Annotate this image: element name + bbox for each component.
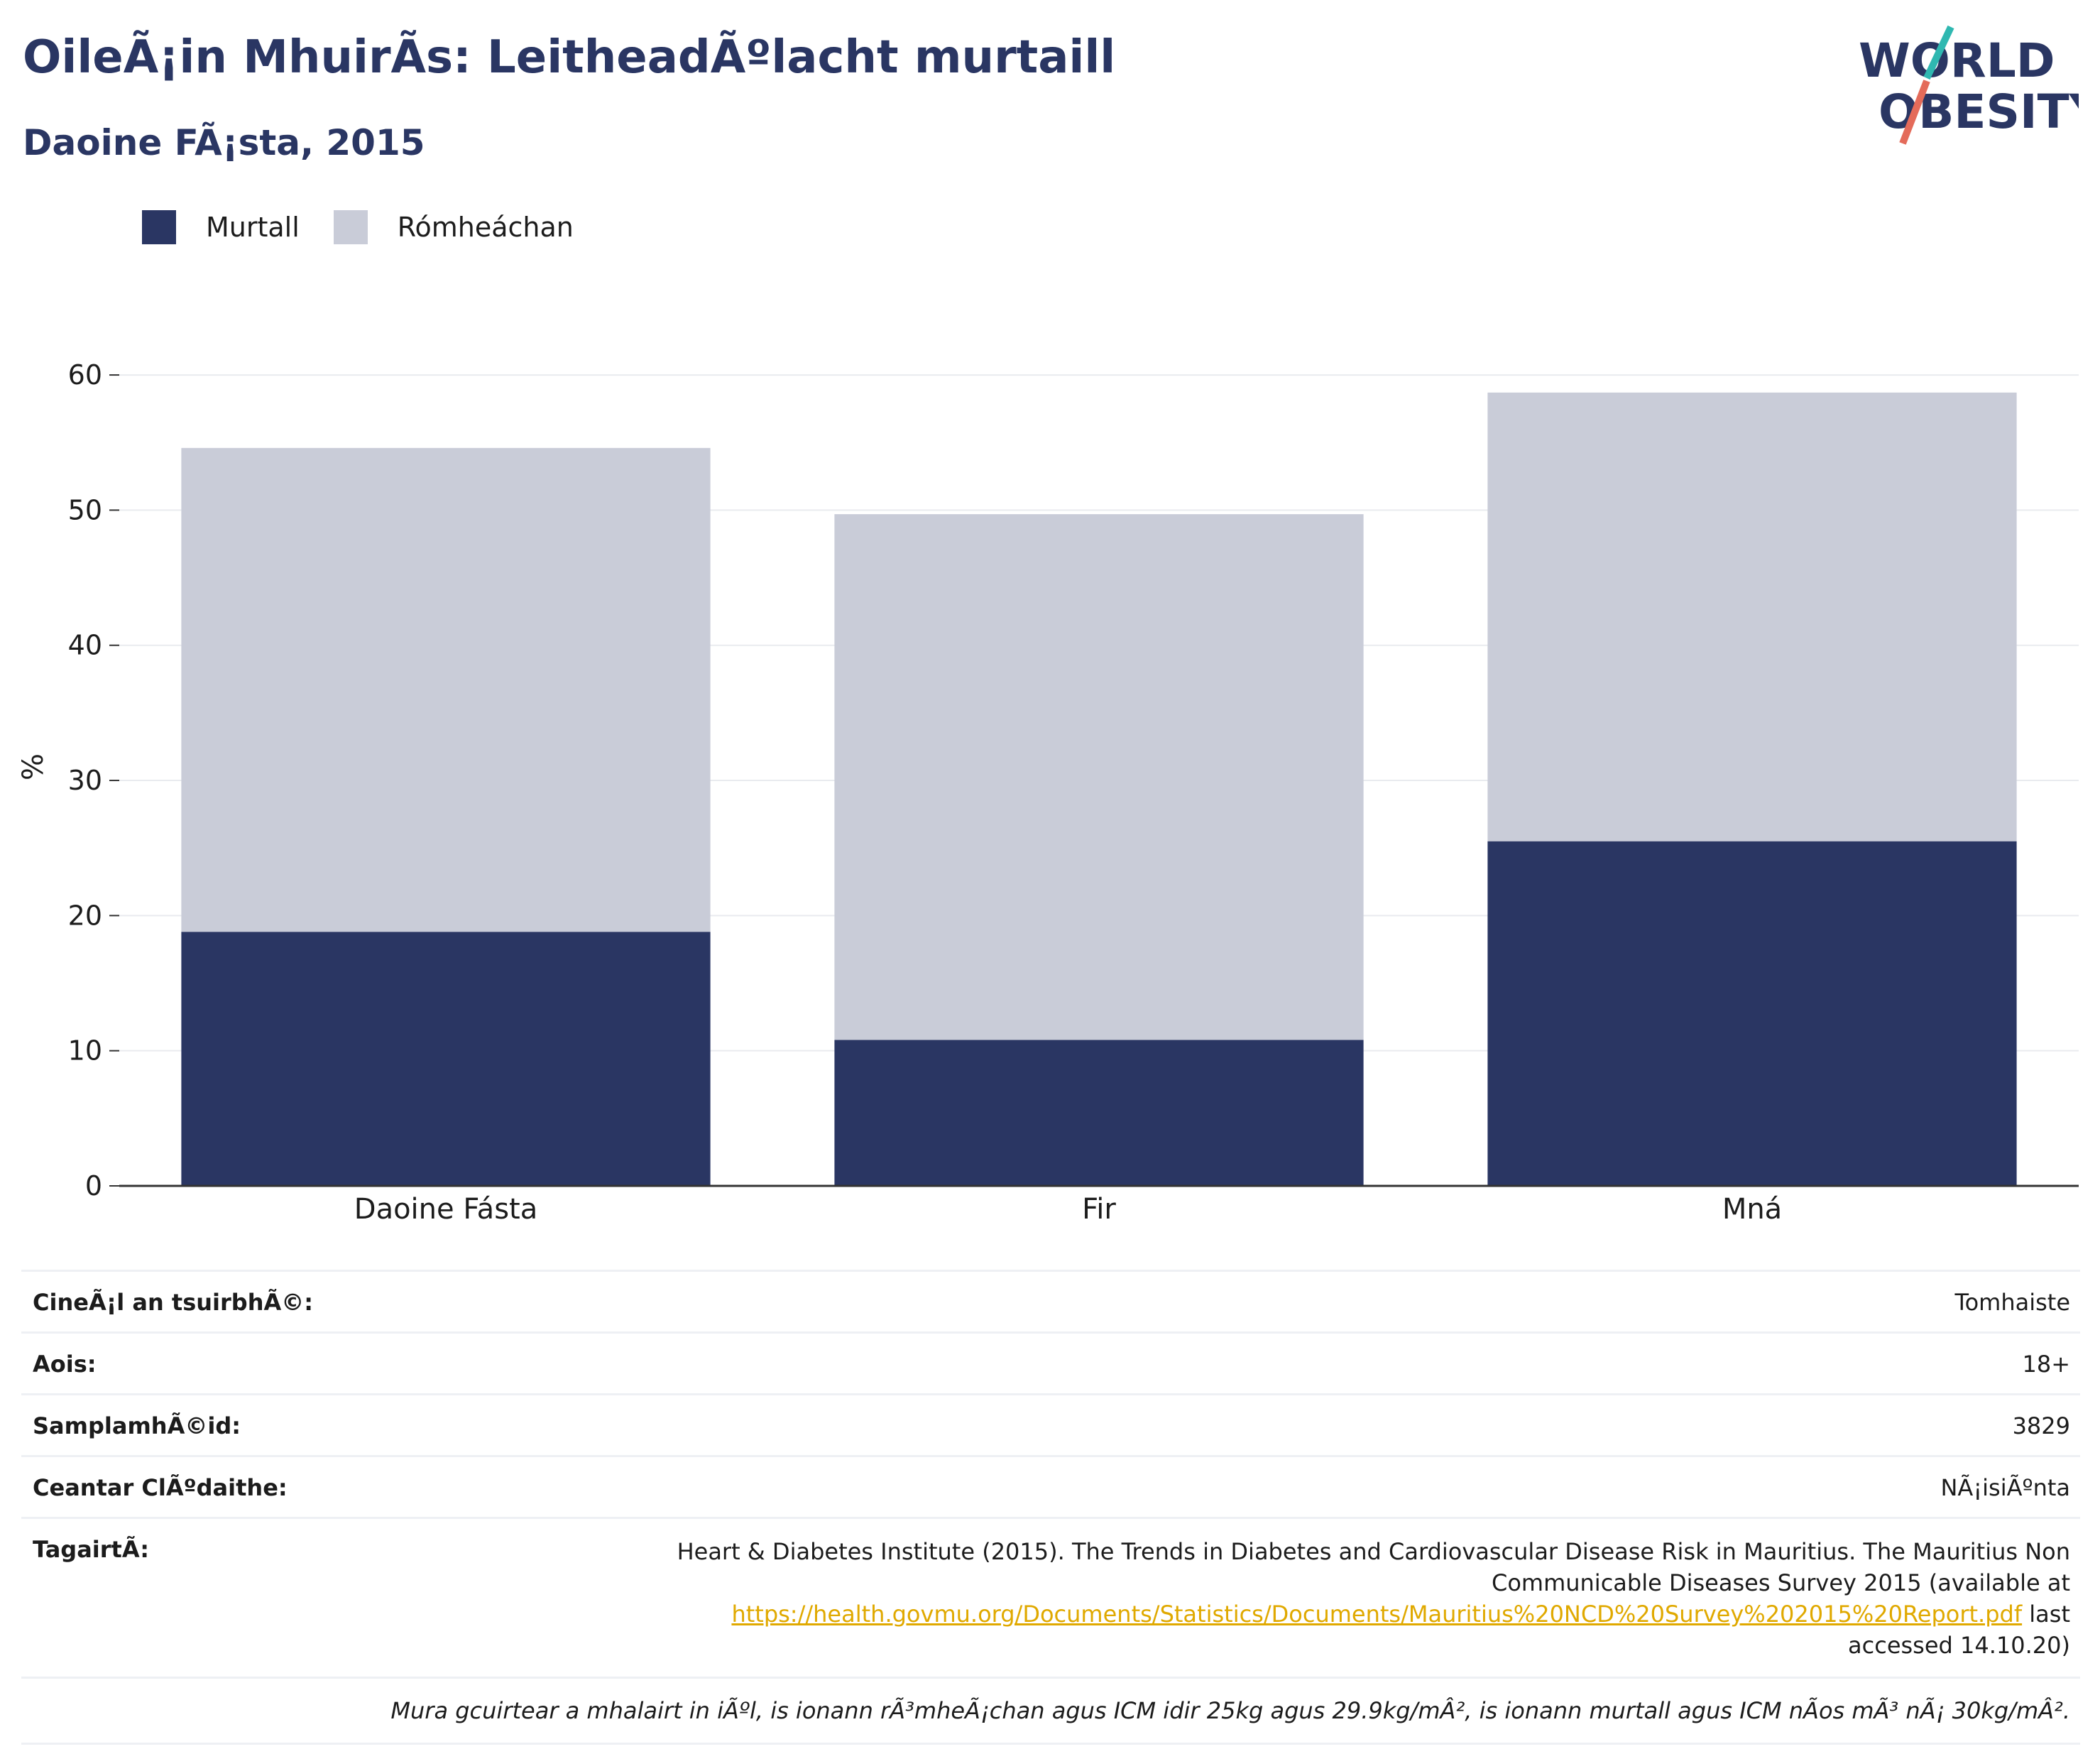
legend-label-obese: Murtall bbox=[206, 212, 300, 243]
info-label: SamplamhÃ©id: bbox=[33, 1412, 241, 1439]
bar-obese bbox=[834, 1040, 1364, 1186]
info-label: CineÃ¡l an tsuirbhÃ©: bbox=[33, 1289, 314, 1316]
info-row-survey-type: CineÃ¡l an tsuirbhÃ©: Tomhaiste bbox=[21, 1270, 2080, 1331]
legend-item-obese: Murtall bbox=[142, 210, 300, 244]
bar-chart: 0 10 20 30 40 50 60 Daoine Fásta Fir Mná % bbox=[17, 359, 2079, 1226]
y-tick-label: 10 bbox=[68, 1035, 102, 1067]
reference-text: Heart & Diabetes Institute (2015). The T… bbox=[636, 1536, 2070, 1661]
bar-obese bbox=[181, 932, 711, 1186]
logo-slash-teal bbox=[1923, 25, 1954, 80]
info-table: CineÃ¡l an tsuirbhÃ©: Tomhaiste Aois: 18… bbox=[21, 1270, 2080, 1745]
x-tick-label: Fir bbox=[1082, 1193, 1116, 1226]
info-label: TagairtÃ: bbox=[33, 1536, 149, 1563]
logo-slash-coral bbox=[1899, 80, 1930, 145]
x-tick-label: Daoine Fásta bbox=[354, 1193, 537, 1226]
y-axis-ticks: 0 10 20 30 40 50 60 bbox=[68, 359, 119, 1202]
bar-overweight bbox=[1487, 392, 2017, 841]
logo-line1: WORLD bbox=[1859, 33, 2055, 88]
x-axis-labels: Daoine Fásta Fir Mná bbox=[354, 1193, 1782, 1226]
legend-item-overweight: Rómheáchan bbox=[333, 210, 574, 244]
info-row-reference: TagairtÃ: Heart & Diabetes Institute (20… bbox=[21, 1517, 2080, 1677]
y-tick-label: 60 bbox=[68, 359, 102, 391]
chart-legend: Murtall Rómheáchan bbox=[142, 210, 608, 244]
info-row-age: Aois: 18+ bbox=[21, 1331, 2080, 1393]
legend-swatch-overweight bbox=[333, 210, 368, 244]
info-value: Tomhaiste bbox=[1954, 1289, 2070, 1316]
info-value: 3829 bbox=[2012, 1412, 2070, 1439]
bar-overweight bbox=[181, 447, 711, 932]
world-obesity-logo: WORLD OBESITY bbox=[1859, 25, 2079, 145]
y-tick-label: 20 bbox=[68, 900, 102, 931]
y-tick-label: 30 bbox=[68, 765, 102, 796]
footnote: Mura gcuirtear a mhalairt in iÃºl, is io… bbox=[21, 1677, 2080, 1745]
info-value: 18+ bbox=[2022, 1351, 2070, 1378]
legend-label-overweight: Rómheáchan bbox=[397, 212, 574, 243]
info-row-sample-size: SamplamhÃ©id: 3829 bbox=[21, 1393, 2080, 1455]
info-row-area: Ceantar ClÃºdaithe: NÃ¡isiÃºnta bbox=[21, 1455, 2080, 1517]
bar-overweight bbox=[834, 514, 1364, 1040]
bars bbox=[181, 392, 2017, 1186]
info-label: Aois: bbox=[33, 1351, 97, 1378]
y-tick-label: 50 bbox=[68, 494, 102, 525]
legend-swatch-obese bbox=[142, 210, 176, 244]
y-axis-label: % bbox=[17, 753, 50, 780]
info-label: Ceantar ClÃºdaithe: bbox=[33, 1474, 288, 1501]
x-tick-label: Mná bbox=[1722, 1193, 1782, 1226]
chart-title: OileÃ¡in MhuirÃs: LeitheadÃºlacht murtai… bbox=[23, 31, 1116, 84]
chart-subtitle: Daoine FÃ¡sta, 2015 bbox=[23, 122, 425, 163]
reference-text-after: last accessed 14.10.20) bbox=[1848, 1601, 2070, 1659]
bar-obese bbox=[1487, 841, 2017, 1186]
reference-text-before: Heart & Diabetes Institute (2015). The T… bbox=[677, 1538, 2070, 1596]
y-tick-label: 0 bbox=[85, 1170, 102, 1202]
y-tick-label: 40 bbox=[68, 630, 102, 661]
info-value: NÃ¡isiÃºnta bbox=[1940, 1474, 2070, 1501]
reference-link[interactable]: https://health.govmu.org/Documents/Stati… bbox=[731, 1601, 2023, 1628]
